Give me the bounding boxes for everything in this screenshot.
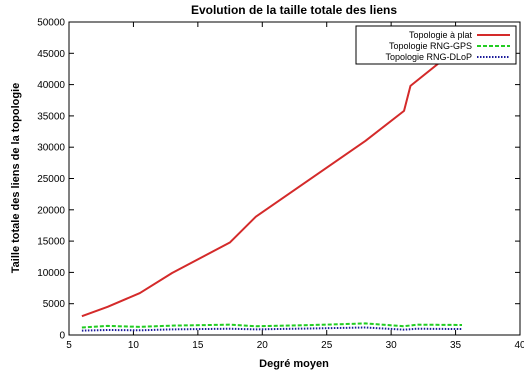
y-tick-label: 15000 [37,237,65,248]
series-line-1 [81,322,463,329]
y-tick-label: 45000 [37,49,65,60]
y-tick-label: 10000 [37,268,65,279]
x-tick-label: 5 [66,340,72,351]
series-line-0 [81,43,463,318]
y-tick-label: 20000 [37,205,65,216]
x-tick-label: 15 [192,340,204,351]
x-tick-label: 10 [128,340,140,351]
legend-label-0: Topologie à plat [409,30,473,40]
y-tick-label: 50000 [37,18,65,29]
x-tick-label: 30 [386,340,398,351]
x-tick-label: 20 [257,340,269,351]
y-tick-label: 35000 [37,111,65,122]
series-line-2 [81,326,463,332]
y-tick-label: 30000 [37,143,65,154]
y-axis-label: Taille totale des liens de la topologie [10,83,22,274]
x-axis-label: Degré moyen [259,358,329,370]
legend-label-1: Topologie RNG-GPS [389,41,472,51]
plot-area: 5 10 15 20 25 30 35 40 0 5000 10000 15000 20000 25000… [37,18,524,352]
legend-label-2: Topologie RNG-DLoP [385,52,472,62]
y-tick-label: 25000 [37,174,65,185]
x-tick-label: 25 [321,340,333,351]
x-tick-label: 35 [450,340,462,351]
y-tick-label: 0 [59,331,65,342]
plot-frame [68,21,521,336]
chart-title: Evolution de la taille totale des liens [191,3,397,17]
x-tick-label: 40 [514,340,524,351]
y-tick-label: 5000 [43,299,66,310]
y-tick-label: 40000 [37,80,65,91]
